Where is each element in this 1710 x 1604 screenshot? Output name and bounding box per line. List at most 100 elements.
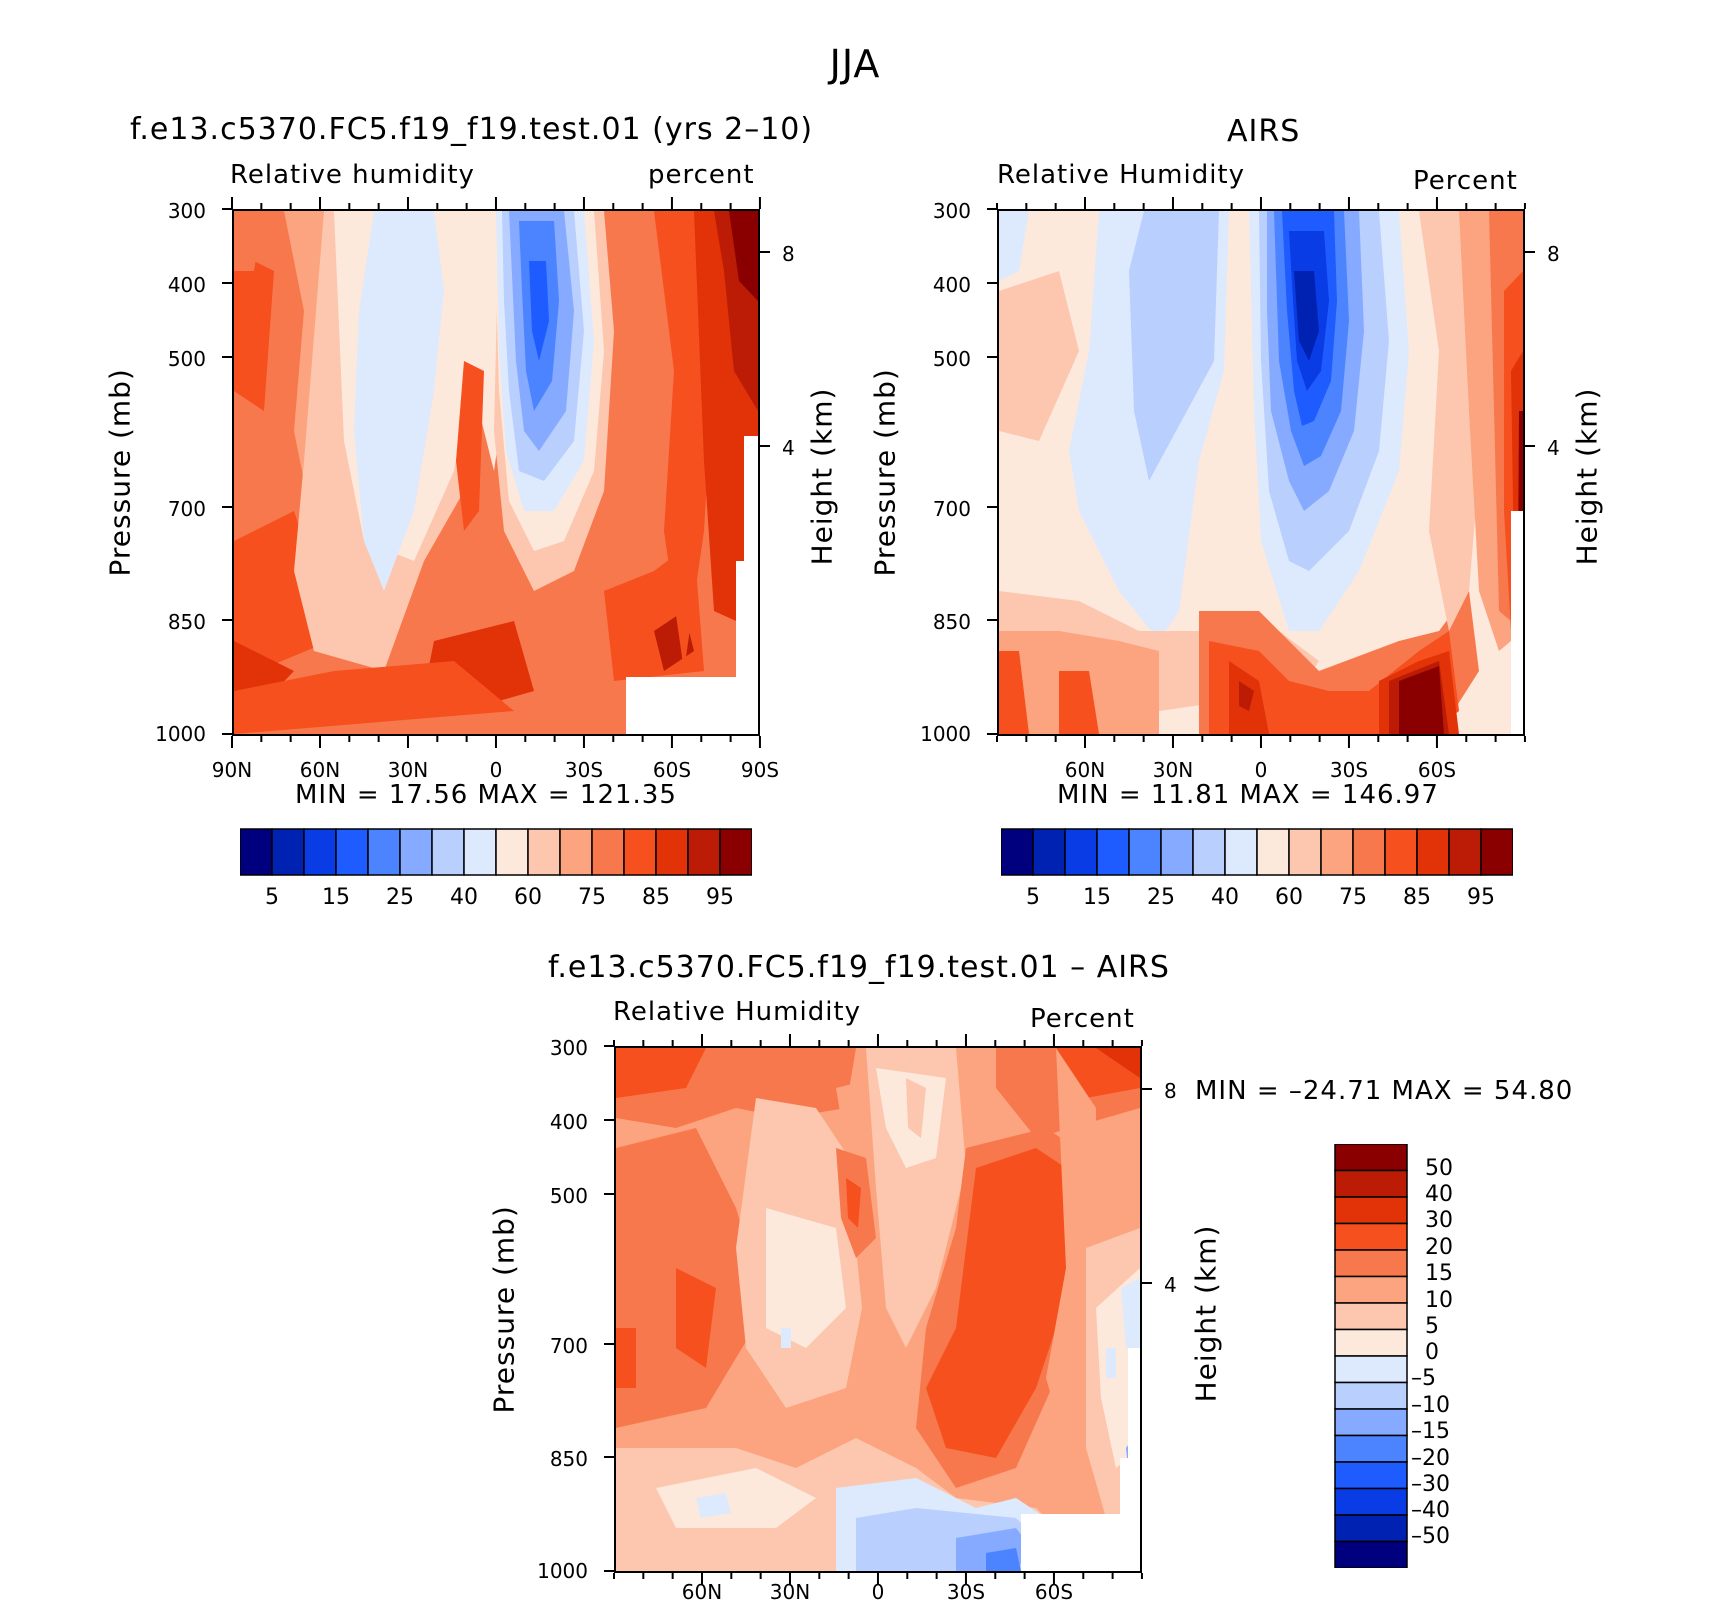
colorbar-box [1334, 1514, 1408, 1543]
panel3-title: f.e13.c5370.FC5.f19_f19.test.01 – AIRS [548, 950, 1170, 985]
panel2-colorbar-label: 60 [1275, 885, 1303, 910]
panel3-colorbar [1334, 1144, 1408, 1568]
panel1-right-label: percent [648, 160, 755, 190]
panel3-right-label: Percent [1030, 1004, 1135, 1034]
panel3-min-max: MIN = –24.71 MAX = 54.80 [1195, 1076, 1574, 1106]
colorbar-box [1334, 1302, 1408, 1331]
panel3-y-tick: 1000 [537, 1559, 588, 1583]
panel2-yr-tick: 4 [1547, 436, 1560, 460]
panel1-colorbar-label: 75 [578, 885, 606, 910]
colorbar-box [1128, 828, 1162, 876]
panel1-title: f.e13.c5370.FC5.f19_f19.test.01 (yrs 2–1… [130, 112, 814, 147]
colorbar-box [303, 828, 337, 876]
panel3-colorbar-label: –30 [1411, 1472, 1450, 1497]
panel2-x-tick: 30N [1152, 758, 1194, 782]
panel1-y-tick: 1000 [155, 722, 206, 746]
panel1-x-tick: 90S [740, 758, 780, 782]
panel1-left-label: Relative humidity [230, 160, 475, 190]
panel2-colorbar-label: 5 [1026, 885, 1040, 910]
panel2-x-tick: 60N [1064, 758, 1106, 782]
panel1-x-tick: 60S [652, 758, 692, 782]
panel3-colorbar-label: 5 [1425, 1314, 1439, 1339]
colorbar-box [1384, 828, 1418, 876]
panel3-y-tick: 400 [549, 1110, 588, 1134]
colorbar-box [1334, 1408, 1408, 1437]
colorbar-box [1160, 828, 1194, 876]
panel3-contour [616, 1048, 1140, 1571]
panel3-yr-tick: 8 [1164, 1079, 1177, 1103]
panel2-y-tick: 400 [932, 273, 971, 297]
panel2-y-tick: 700 [932, 497, 971, 521]
colorbar-box [431, 828, 465, 876]
panel1-x-tick: 90N [211, 758, 253, 782]
colorbar-box [1096, 828, 1130, 876]
colorbar-box [1416, 828, 1450, 876]
panel2-yr-tick: 8 [1547, 242, 1560, 266]
panel1-colorbar-label: 25 [386, 885, 414, 910]
panel2-x-tick: 30S [1329, 758, 1369, 782]
panel1-colorbar-label: 85 [642, 885, 670, 910]
colorbar-box [1001, 828, 1034, 876]
panel1-y-tick: 400 [167, 273, 206, 297]
panel3-colorbar-label: 40 [1425, 1182, 1453, 1207]
colorbar-box [1320, 828, 1354, 876]
colorbar-box [1480, 828, 1513, 876]
panel2-colorbar-label: 85 [1403, 885, 1431, 910]
panel1-x-tick: 60N [299, 758, 341, 782]
panel3-colorbar-label: –5 [1411, 1366, 1436, 1391]
panel2-colorbar-label: 25 [1147, 885, 1175, 910]
colorbar-box [1192, 828, 1226, 876]
panel2-left-label: Relative Humidity [997, 160, 1246, 190]
panel3-colorbar-label: –40 [1411, 1498, 1450, 1523]
panel2-min-max: MIN = 11.81 MAX = 146.97 [1057, 780, 1439, 810]
colorbar-box [1334, 1328, 1408, 1357]
colorbar-box [1334, 1144, 1408, 1172]
panel1-plot [232, 209, 760, 736]
colorbar-box [1334, 1540, 1408, 1568]
panel3-colorbar-label: –15 [1411, 1419, 1450, 1444]
panel1-colorbar [240, 828, 752, 876]
panel1-x-tick: 30N [387, 758, 429, 782]
panel3-colorbar-label: 20 [1425, 1235, 1453, 1260]
colorbar-box [1334, 1169, 1408, 1198]
panel3-colorbar-label: –10 [1411, 1393, 1450, 1418]
colorbar-box [335, 828, 369, 876]
panel3-colorbar-label: 15 [1425, 1261, 1453, 1286]
panel2-y-tick: 500 [932, 347, 971, 371]
page-title: JJA [829, 42, 881, 86]
panel2-colorbar-label: 40 [1211, 885, 1239, 910]
panel2-x-tick: 60S [1417, 758, 1457, 782]
panel3-left-label: Relative Humidity [613, 997, 862, 1027]
colorbar-box [1288, 828, 1322, 876]
panel1-colorbar-label: 40 [450, 885, 478, 910]
panel3-colorbar-label: –20 [1411, 1446, 1450, 1471]
colorbar-box [1334, 1487, 1408, 1516]
panel3-y-tick: 700 [549, 1334, 588, 1358]
panel3-plot [614, 1046, 1142, 1573]
colorbar-box [719, 828, 752, 876]
panel1-y-tick: 500 [167, 347, 206, 371]
panel2-colorbar-label: 95 [1467, 885, 1495, 910]
colorbar-box [1334, 1461, 1408, 1490]
panel1-y-tick: 300 [167, 199, 206, 223]
panel1-colorbar-label: 5 [265, 885, 279, 910]
panel1-colorbar-label: 60 [514, 885, 542, 910]
colorbar-box [1334, 1434, 1408, 1463]
panel2-contour [999, 211, 1523, 734]
panel1-yr-tick: 4 [782, 436, 795, 460]
panel3-colorbar-label: 50 [1425, 1156, 1453, 1181]
panel1-yr-tick: 8 [782, 242, 795, 266]
panel3-x-tick: 0 [871, 1580, 885, 1604]
panel2-plot [997, 209, 1525, 736]
panel1-y-tick: 850 [167, 610, 206, 634]
panel1-colorbar-label: 95 [706, 885, 734, 910]
panel1-y-tick: 700 [167, 497, 206, 521]
panel3-y-tick: 850 [549, 1447, 588, 1471]
colorbar-box [367, 828, 401, 876]
panel2-y-tick: 850 [932, 610, 971, 634]
panel3-colorbar-label: –50 [1411, 1524, 1450, 1549]
panel3-yr-tick: 4 [1164, 1273, 1177, 1297]
panel1-min-max: MIN = 17.56 MAX = 121.35 [295, 780, 677, 810]
colorbar-box [271, 828, 305, 876]
colorbar-box [1334, 1381, 1408, 1410]
